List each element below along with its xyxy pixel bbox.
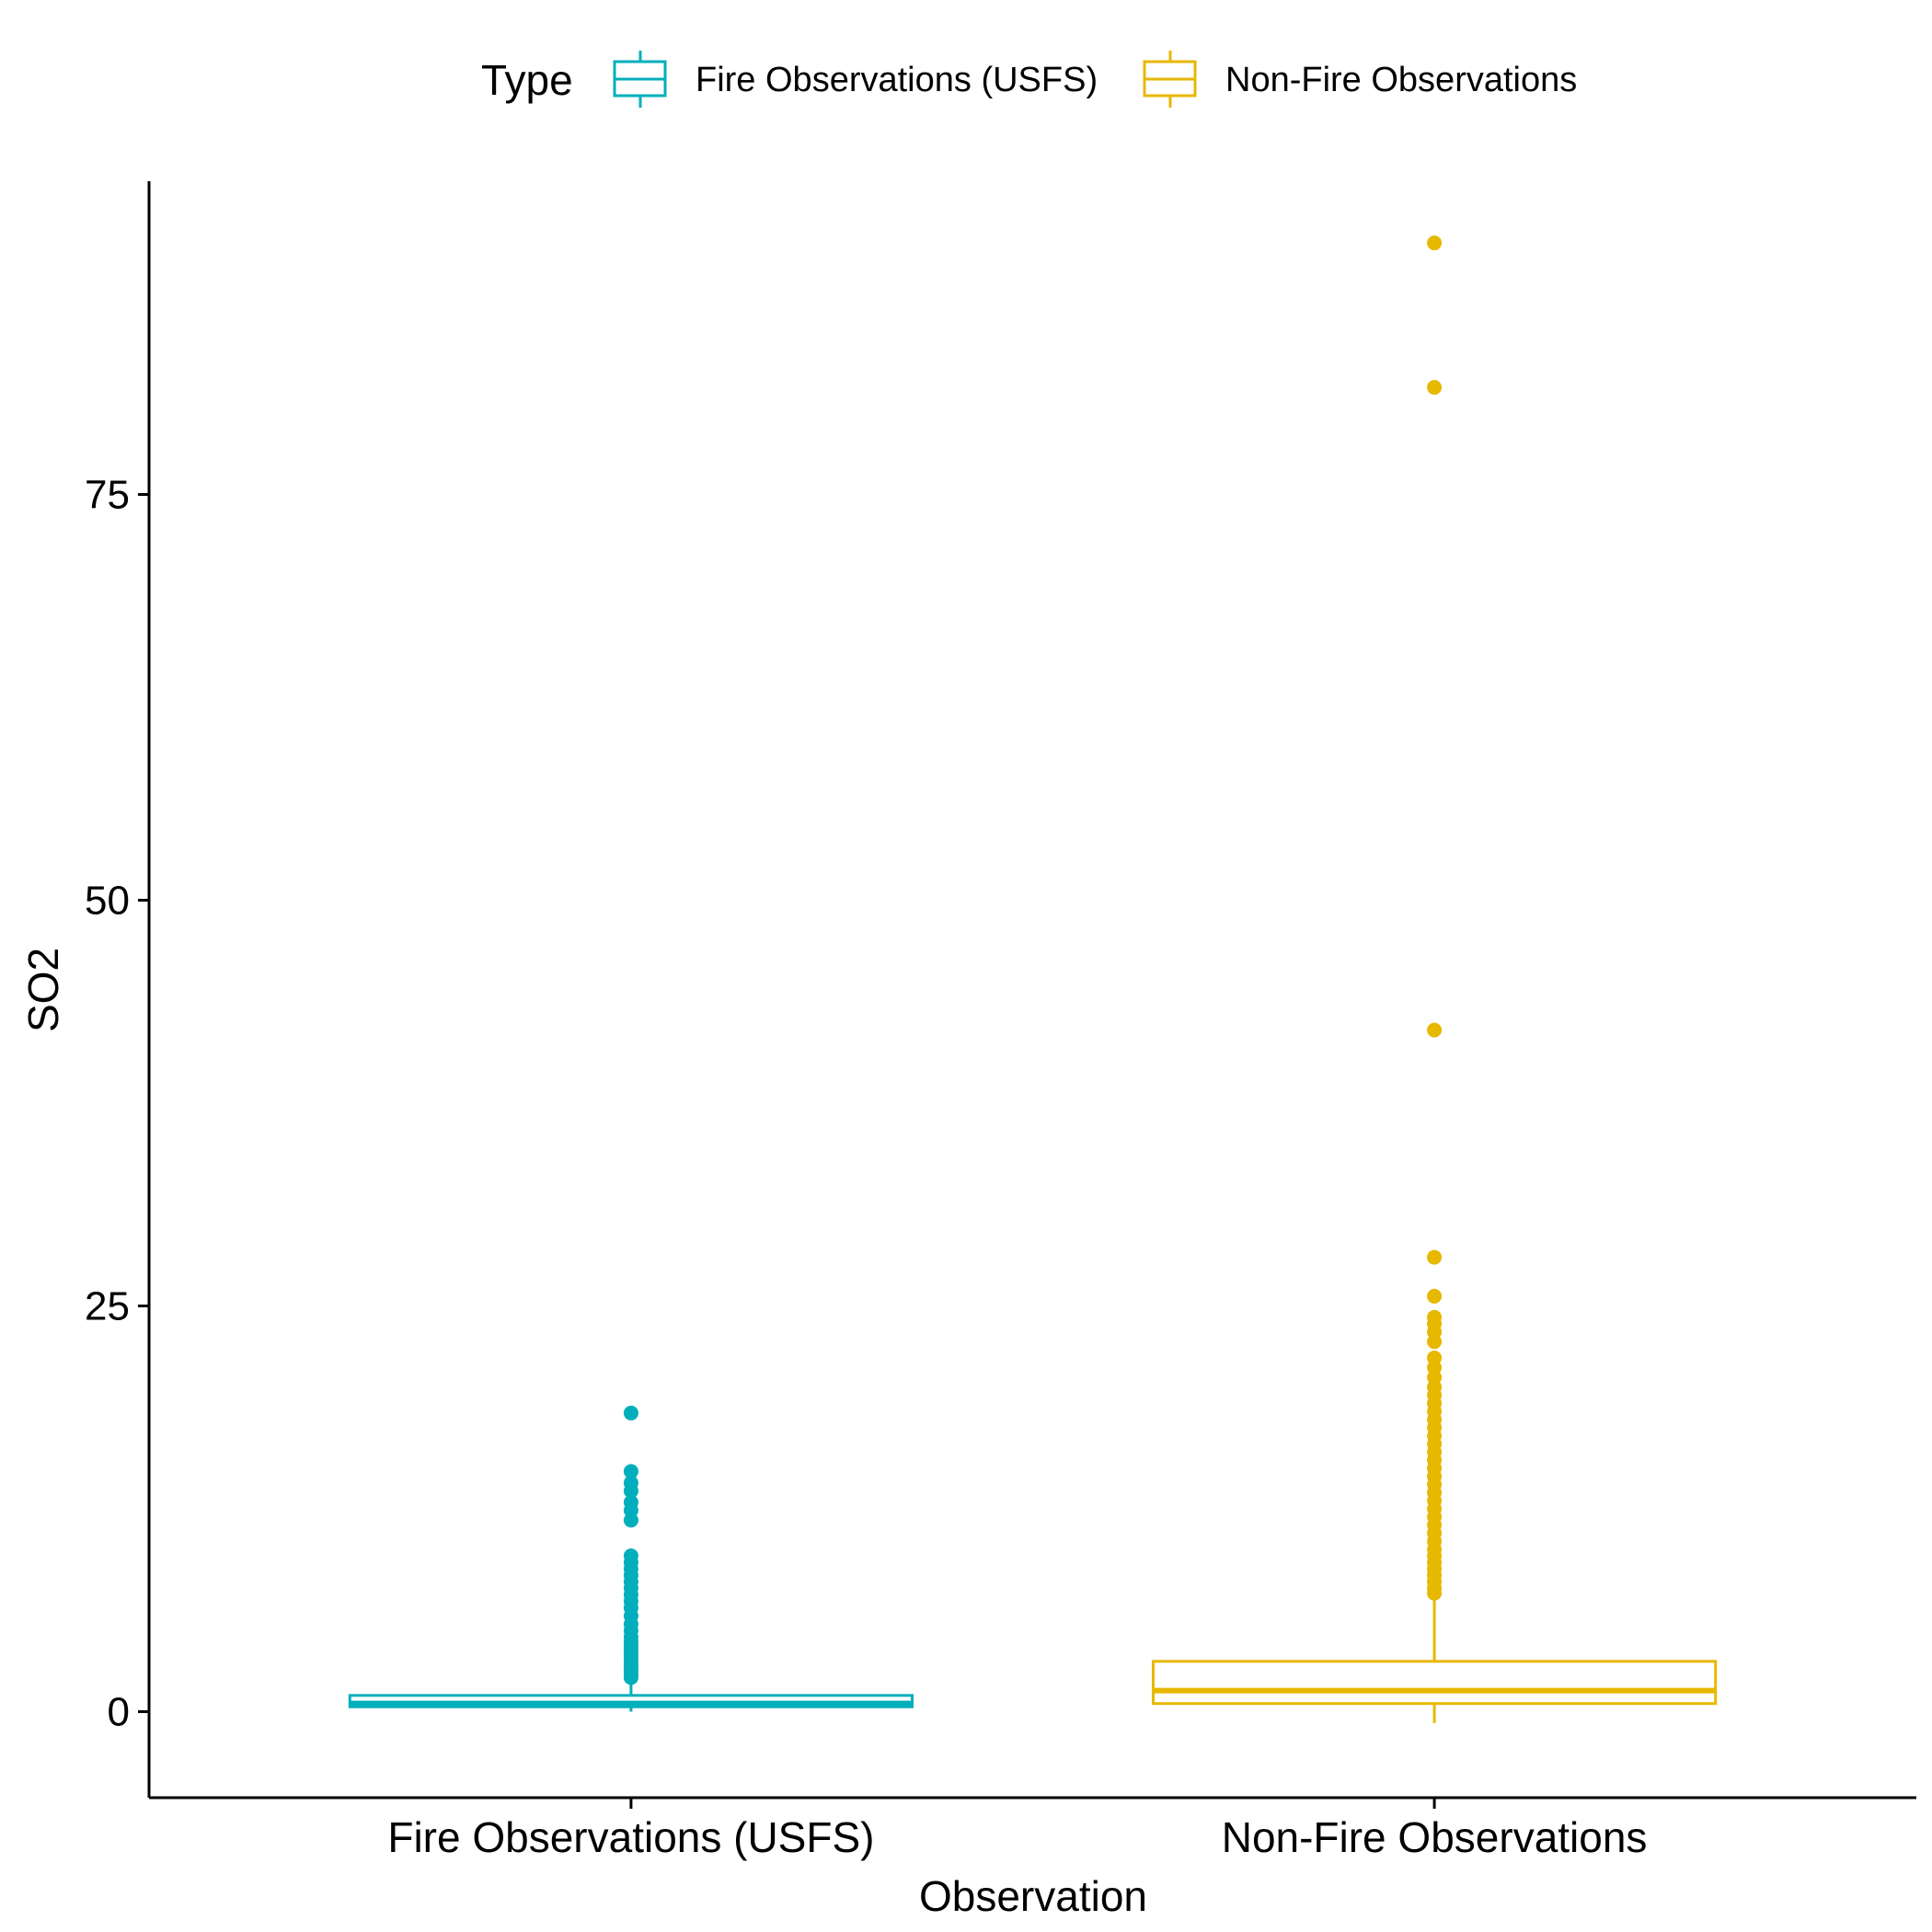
legend: Type Fire Observations (USFS) Non-Fire O… bbox=[481, 51, 1577, 108]
legend-label-fire: Fire Observations (USFS) bbox=[696, 61, 1098, 99]
legend-key-fire bbox=[613, 51, 667, 108]
outlier-point bbox=[623, 1475, 638, 1490]
boxplot-0 bbox=[348, 1405, 914, 1712]
boxplot-1 bbox=[1151, 236, 1718, 1723]
legend-key-nonfire bbox=[1143, 51, 1197, 108]
outlier-point bbox=[1427, 380, 1443, 396]
x-axis: Fire Observations (USFS) Non-Fire Observa… bbox=[149, 1796, 1916, 1861]
x-tick-label: Fire Observations (USFS) bbox=[387, 1813, 874, 1861]
legend-label-nonfire: Non-Fire Observations bbox=[1225, 61, 1577, 99]
outlier-point bbox=[1427, 1288, 1443, 1304]
y-axis-title: SO2 bbox=[19, 948, 67, 1032]
x-axis-title: Observation bbox=[919, 1872, 1147, 1920]
y-tick-label: 75 bbox=[85, 472, 130, 517]
outlier-point bbox=[623, 1548, 638, 1564]
outlier-point bbox=[1427, 236, 1443, 251]
y-tick-label: 25 bbox=[85, 1283, 130, 1328]
plot-marks bbox=[348, 236, 1718, 1723]
x-tick-label: Non-Fire Observations bbox=[1222, 1813, 1648, 1861]
y-tick-label: 0 bbox=[108, 1690, 130, 1735]
box bbox=[1151, 1660, 1718, 1706]
legend-title: Type bbox=[481, 56, 573, 104]
outlier-point bbox=[1427, 1350, 1443, 1365]
outlier-point bbox=[1427, 1022, 1443, 1038]
outlier-point bbox=[623, 1405, 638, 1420]
outlier-point bbox=[1427, 1309, 1443, 1325]
outlier-point bbox=[1427, 1249, 1443, 1265]
outlier-point bbox=[623, 1494, 638, 1510]
y-axis: 0 25 50 75 bbox=[85, 181, 151, 1798]
outlier-point bbox=[623, 1464, 638, 1479]
y-tick-label: 50 bbox=[85, 878, 130, 923]
